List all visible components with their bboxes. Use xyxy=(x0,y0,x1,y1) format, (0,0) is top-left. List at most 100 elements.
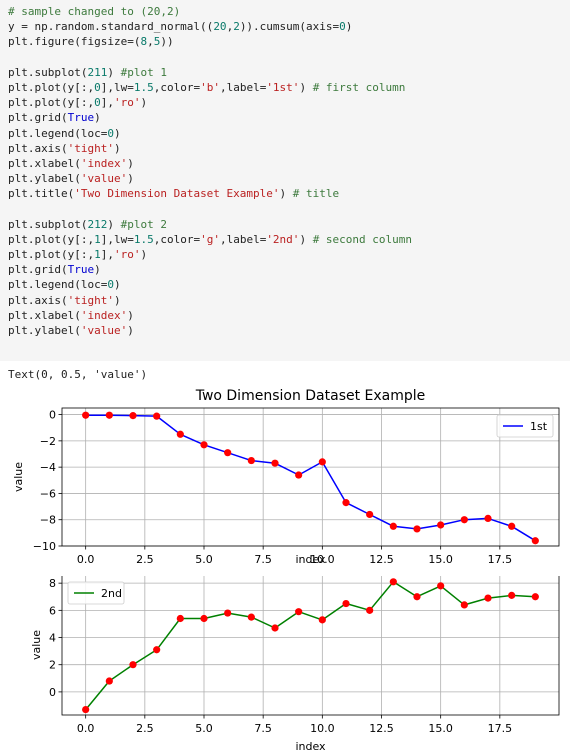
code-token: plt.legend(loc= xyxy=(8,126,108,140)
code-cell[interactable]: # sample changed to (20,2) y = np.random.… xyxy=(0,0,570,361)
figure-output: 0.0 2.5 5.0 7.5 10.0 12.5 15.0 17.5 0 −2 −4 −6 −8 −10… xyxy=(12,388,564,753)
data-point xyxy=(484,594,492,602)
code-line: plt.axis('tight') xyxy=(8,141,570,156)
x-tick-label: 5.0 xyxy=(195,553,213,566)
code-token: ) xyxy=(113,278,121,292)
code-token: 'value' xyxy=(80,172,128,186)
code-token: '2nd' xyxy=(266,232,300,246)
code-line: plt.legend(loc=0) xyxy=(8,277,570,292)
code-token: 0 xyxy=(107,278,114,292)
x-tick-label: 12.5 xyxy=(369,553,394,566)
code-token: ,color= xyxy=(153,80,201,94)
data-point xyxy=(460,516,468,524)
code-token: 0 xyxy=(94,96,101,110)
code-token: ], xyxy=(100,248,114,261)
data-point xyxy=(82,411,90,419)
plot-area xyxy=(62,575,559,715)
x-axis-label: index xyxy=(295,740,326,753)
legend-label: 2nd xyxy=(101,587,122,600)
data-point xyxy=(105,677,113,685)
code-token: plt.figure(figsize=( xyxy=(8,35,141,49)
code-token: 'value' xyxy=(80,323,128,337)
code-token: ) xyxy=(107,217,121,231)
code-line: plt.xlabel('index') xyxy=(8,156,570,171)
code-line: plt.plot(y[:,1],'ro') xyxy=(8,247,570,262)
y-tick-label: −4 xyxy=(40,461,56,474)
code-token: 5 xyxy=(153,35,161,49)
code-token: , xyxy=(147,35,154,49)
code-token: 1 xyxy=(94,232,101,246)
code-token: ) xyxy=(140,248,148,261)
code-token: 'g' xyxy=(200,232,220,246)
code-token: plt.xlabel( xyxy=(8,308,81,322)
data-point xyxy=(366,510,374,519)
data-point xyxy=(484,514,492,522)
code-token: # title xyxy=(292,187,340,201)
code-token: ) xyxy=(127,156,134,170)
data-point xyxy=(318,458,326,466)
data-point xyxy=(389,522,397,530)
code-line: plt.plot(y[:,0],lw=1.5,color='b',label='… xyxy=(8,80,570,95)
code-token: ) xyxy=(345,20,353,34)
data-point xyxy=(318,616,326,624)
code-line: plt.ylabel('value') xyxy=(8,323,570,338)
code-token: 1.5 xyxy=(133,232,154,246)
code-token: ) xyxy=(299,232,313,246)
code-token: #plot 1 xyxy=(120,65,167,79)
x-axis-label: index xyxy=(295,553,326,566)
code-token: 20 xyxy=(213,20,227,34)
y-tick-label: −2 xyxy=(40,435,56,448)
code-token: )) xyxy=(160,35,174,49)
data-point xyxy=(460,601,468,609)
y-tick-label: −8 xyxy=(40,514,56,527)
code-token: '1st' xyxy=(266,80,300,94)
x-tick-label: 17.5 xyxy=(488,722,513,735)
data-point xyxy=(224,449,232,457)
x-tick-label: 7.5 xyxy=(254,553,272,566)
y-axis-label: value xyxy=(12,462,25,492)
code-token: ) xyxy=(127,323,134,337)
code-token: ) xyxy=(279,187,293,201)
data-point xyxy=(82,705,90,714)
data-point xyxy=(413,525,421,533)
code-token: plt.plot(y[:, xyxy=(8,232,95,246)
code-token: )).cumsum(axis= xyxy=(239,20,340,34)
data-point xyxy=(153,412,161,420)
data-point xyxy=(531,537,539,545)
code-line: plt.ylabel('value') xyxy=(8,171,570,186)
data-point xyxy=(342,499,350,507)
code-token: ], xyxy=(100,96,114,110)
chart-title: Two Dimension Dataset Example xyxy=(195,388,426,404)
code-token: plt.grid( xyxy=(8,111,68,125)
code-line: plt.grid(True) xyxy=(8,262,570,277)
code-token: plt.ylabel( xyxy=(8,172,81,186)
x-tick-label: 10.0 xyxy=(310,722,335,735)
data-point xyxy=(129,412,137,420)
code-token: ) xyxy=(94,111,101,125)
data-point xyxy=(295,608,303,616)
overlap-mask xyxy=(56,572,564,576)
code-token: ) xyxy=(94,263,101,277)
x-tick-label: 0.0 xyxy=(77,553,95,566)
code-line: # sample changed to (20,2) xyxy=(8,4,570,19)
code-token: 'tight' xyxy=(67,293,114,307)
y-tick-label: 6 xyxy=(49,604,56,617)
code-token: plt.xlabel( xyxy=(8,156,81,170)
data-point xyxy=(437,521,445,529)
code-token: , xyxy=(226,20,234,34)
y-tick-label: 0 xyxy=(49,409,56,422)
code-token: 211 xyxy=(87,65,108,79)
code-line: plt.title('Two Dimension Dataset Example… xyxy=(8,186,570,201)
x-tick-label: 15.0 xyxy=(428,722,453,735)
y-tick-label: 8 xyxy=(49,577,56,590)
code-token: 1.5 xyxy=(133,80,154,94)
code-token: 0 xyxy=(339,20,346,34)
code-token: plt.plot(y[:, xyxy=(8,96,95,110)
code-token: ) xyxy=(127,172,134,186)
code-token: 'tight' xyxy=(67,141,114,155)
code-line: plt.legend(loc=0) xyxy=(8,126,570,141)
code-line: plt.figure(figsize=(8,5)) xyxy=(8,34,570,49)
code-token: plt.plot(y[:, xyxy=(8,248,95,261)
code-token: ],lw= xyxy=(100,80,134,94)
code-token: 212 xyxy=(87,217,108,231)
